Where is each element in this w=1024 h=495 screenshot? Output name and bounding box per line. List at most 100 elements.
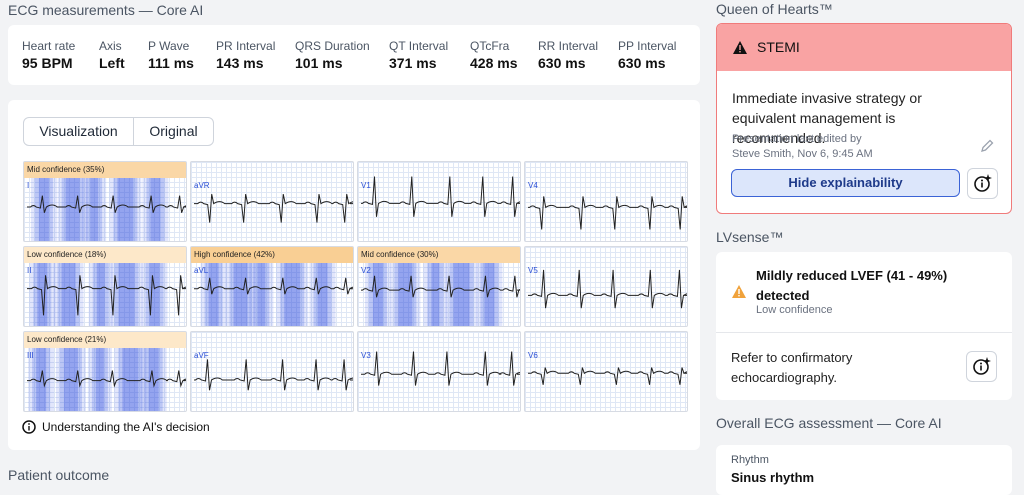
heatmap-band: [141, 263, 168, 326]
heatmap-band: [390, 263, 421, 326]
ai-icon: [973, 357, 991, 375]
heatmap-band: [149, 263, 160, 326]
ecg-trace: [361, 351, 520, 386]
heatmap-band: [313, 263, 332, 326]
heatmap-band: [280, 263, 305, 326]
ai-icon: [974, 174, 992, 192]
measurement-value: Left: [99, 55, 125, 71]
heatmap-band: [364, 263, 391, 326]
heatmap-band: [118, 263, 135, 326]
ecg-trace: [528, 196, 687, 230]
heatmap-band: [249, 263, 274, 326]
measurement-value: 143 ms: [216, 55, 264, 71]
measurement-label: QT Interval: [389, 39, 449, 53]
section-title: Queen of Hearts™: [716, 1, 833, 17]
heatmap-band: [61, 178, 84, 241]
ecg-line: [194, 194, 353, 223]
ecg-line: [528, 269, 687, 309]
ecg-line: [528, 196, 687, 230]
lead-strip: V3: [357, 331, 521, 412]
heatmap-band: [431, 263, 440, 326]
confidence: Low confidence: [756, 304, 833, 316]
lead-strip: aVR: [190, 161, 354, 242]
lead-strip: Low confidence (18%) II: [23, 246, 187, 327]
measurement-value: 630 ms: [618, 55, 666, 71]
ecg-line: [27, 275, 186, 316]
recommendation: Refer to confirmatory echocardiography.: [731, 350, 853, 385]
heatmap-band: [82, 178, 107, 241]
measurement-label: RR Interval: [538, 39, 599, 53]
tab[interactable]: Original: [149, 123, 198, 139]
measurement-label: QRS Duration: [295, 39, 370, 53]
measurement-label: Axis: [99, 39, 122, 53]
ai-info-button[interactable]: [966, 351, 997, 382]
heatmap-band: [144, 348, 163, 411]
lead-name: aVL: [194, 266, 209, 275]
measurement-label: Heart rate: [22, 39, 76, 53]
heatmap-band: [88, 263, 113, 326]
ecg-line: [194, 277, 353, 295]
ecg-trace: [194, 263, 353, 326]
heatmap-band: [445, 263, 478, 326]
message: Immediate invasive strategy or equivalen…: [732, 90, 922, 146]
heatmap-band: [86, 178, 103, 241]
confidence-label: Mid confidence (35%): [24, 162, 186, 178]
heatmap-band: [109, 178, 142, 241]
edit-icon[interactable]: [979, 138, 995, 154]
qoh-card: STEMI Immediate invasive strategy or equ…: [716, 23, 1012, 214]
heatmap-band: [150, 178, 161, 241]
ecg-line: [361, 351, 520, 386]
heatmap-band: [233, 263, 248, 326]
section-title: LVsense™: [716, 229, 784, 245]
heatmap-band: [476, 263, 503, 326]
confidence-label: Low confidence (18%): [24, 247, 186, 263]
confidence-label: Mid confidence (30%): [358, 247, 520, 263]
heatmap-band: [117, 178, 134, 241]
measurement-label: PR Interval: [216, 39, 276, 53]
heatmap-band: [284, 263, 301, 326]
lvsense-card: Mildly reduced LVEF (41 - 49%) detected …: [716, 252, 1012, 400]
tab[interactable]: Visualization: [24, 118, 134, 145]
heatmap-band: [96, 263, 105, 326]
lead-strip: V1: [357, 161, 521, 242]
heatmap-band: [90, 178, 99, 241]
confidence-label: High confidence (42%): [191, 247, 353, 263]
help-link[interactable]: Understanding the AI's decision: [42, 420, 210, 434]
hide-explainability-button[interactable]: Hide explainability: [731, 169, 960, 197]
ecg-trace: [27, 348, 186, 411]
heatmap-band: [368, 263, 387, 326]
ecg-trace: [27, 178, 186, 241]
warning-icon: [732, 285, 746, 298]
ecg-trace: [194, 194, 353, 223]
lead-name: V1: [361, 181, 371, 190]
heatmap-band: [453, 263, 470, 326]
ecg-line: [361, 176, 520, 217]
heatmap-band: [110, 263, 143, 326]
heatmap-band: [92, 263, 109, 326]
lead-strip: V6: [524, 331, 688, 412]
alert-title: STEMI: [757, 39, 800, 55]
ecg-line: [27, 370, 186, 388]
lead-strip: aVF: [190, 331, 354, 412]
lead-name: I: [27, 181, 30, 190]
measurements-card: Heart rate 95 BPM Axis Left P Wave 111 ms PR I…: [8, 25, 700, 85]
divider: [716, 332, 1012, 333]
ai-info-button[interactable]: [967, 168, 998, 199]
heatmap-band: [113, 178, 138, 241]
lead-name: V4: [528, 181, 538, 190]
section-title: Patient outcome: [8, 467, 110, 483]
ecg-trace: [27, 263, 186, 326]
rhythm-label: Rhythm: [731, 454, 769, 466]
lead-strip: Low confidence (21%) III: [23, 331, 187, 412]
tab-group: Visualization Original: [23, 117, 214, 146]
lead-strip: Mid confidence (30%) V2: [357, 246, 521, 327]
heatmap-band: [253, 263, 270, 326]
heatmap-band: [317, 263, 328, 326]
heatmap-band: [484, 263, 495, 326]
lead-name: V2: [361, 266, 371, 275]
heatmap-band: [65, 178, 80, 241]
lead-name: aVR: [194, 181, 210, 190]
heatmap-band: [225, 263, 256, 326]
heatmap-band: [118, 348, 143, 411]
overall-card: Rhythm Sinus rhythm: [716, 445, 1012, 495]
